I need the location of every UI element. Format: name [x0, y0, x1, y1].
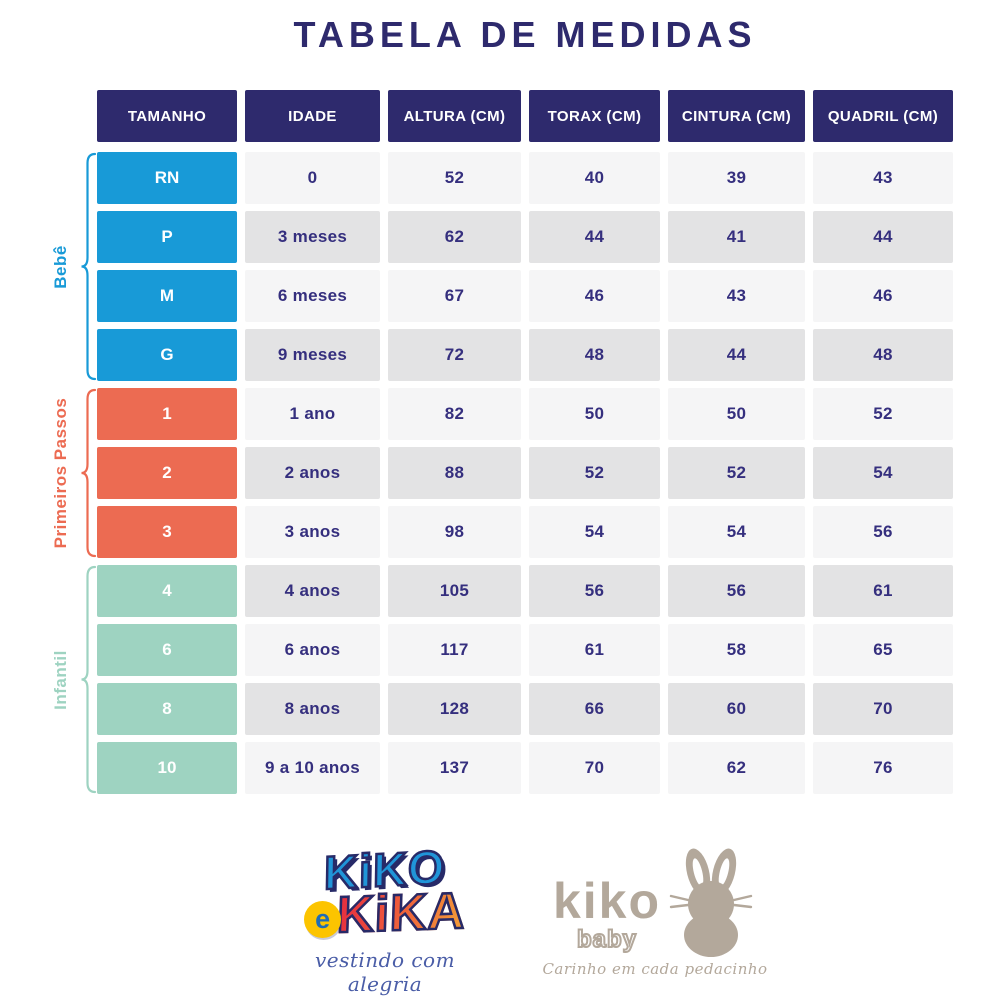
table-cell: 6 meses [245, 270, 380, 322]
table-cell: 52 [529, 447, 660, 499]
table-cell: 70 [813, 683, 953, 735]
bunny-icon [669, 848, 753, 957]
group-label: Primeiros Passos [51, 397, 70, 549]
header-cell-2: ALTURA (CM) [388, 90, 521, 142]
table-cell: 56 [668, 565, 805, 617]
table-cell: 52 [388, 152, 521, 204]
table-cell: 98 [388, 506, 521, 558]
kika-wordmark: KiKA [335, 880, 468, 944]
table-cell: 44 [668, 329, 805, 381]
kiko-e-kika-logo: KiKO e KiKA vestindo com alegria [275, 839, 495, 996]
table-cell: 2 anos [245, 447, 380, 499]
table-cell: 39 [668, 152, 805, 204]
kiko-baby-name: kiko [552, 873, 662, 929]
table-cell: 54 [668, 506, 805, 558]
table-cell: 50 [668, 388, 805, 440]
table-cell: 61 [813, 565, 953, 617]
group-2: Infantil [42, 565, 97, 794]
size-cell: G [97, 329, 237, 381]
size-cell: RN [97, 152, 237, 204]
group-brace-icon [81, 565, 97, 794]
table-cell: 0 [245, 152, 380, 204]
table-cell: 52 [668, 447, 805, 499]
kiko-baby-tagline: Carinho em cada pedacinho [542, 960, 768, 978]
kiko-e-kika-tagline: vestindo com alegria [314, 947, 456, 996]
table-cell: 58 [668, 624, 805, 676]
table-cell: 117 [388, 624, 521, 676]
table-body: RN 0 52 40 39 43 P 3 meses 62 44 41 44 M 6 meses 67 46 4… [97, 152, 953, 794]
table-cell: 52 [813, 388, 953, 440]
header-cell-3: TORAX (CM) [529, 90, 660, 142]
table-cell: 3 anos [245, 506, 380, 558]
table-cell: 8 anos [245, 683, 380, 735]
table-cell: 62 [388, 211, 521, 263]
size-cell: 3 [97, 506, 237, 558]
table-cell: 44 [529, 211, 660, 263]
table-cell: 43 [668, 270, 805, 322]
table-cell: 128 [388, 683, 521, 735]
size-cell: 4 [97, 565, 237, 617]
table-cell: 1 ano [245, 388, 380, 440]
table-cell: 54 [813, 447, 953, 499]
group-brace-icon [81, 152, 97, 381]
size-cell: P [97, 211, 237, 263]
size-cell: 2 [97, 447, 237, 499]
size-cell: M [97, 270, 237, 322]
table-cell: 88 [388, 447, 521, 499]
table-cell: 48 [813, 329, 953, 381]
table-cell: 60 [668, 683, 805, 735]
kika-wordmark-row: e KiKA [275, 880, 495, 944]
table-cell: 9 a 10 anos [245, 742, 380, 794]
table-cell: 66 [529, 683, 660, 735]
table-cell: 46 [529, 270, 660, 322]
table-cell: 137 [388, 742, 521, 794]
table-cell: 48 [529, 329, 660, 381]
table-cell: 62 [668, 742, 805, 794]
table-cell: 56 [529, 565, 660, 617]
table-header-row: TAMANHO IDADE ALTURA (CM) TORAX (CM) CINTURA… [97, 90, 953, 142]
group-0: Bebê [42, 152, 97, 381]
table-cell: 6 anos [245, 624, 380, 676]
table-cell: 43 [813, 152, 953, 204]
header-cell-1: IDADE [245, 90, 380, 142]
table-cell: 54 [529, 506, 660, 558]
kiko-baby-logo: kiko baby [540, 846, 770, 978]
kiko-baby-top: kiko baby [540, 846, 770, 958]
table-cell: 46 [813, 270, 953, 322]
table-cell: 44 [813, 211, 953, 263]
header-cell-5: QUADRIL (CM) [813, 90, 953, 142]
table-cell: 61 [529, 624, 660, 676]
table-cell: 72 [388, 329, 521, 381]
table-cell: 40 [529, 152, 660, 204]
e-badge-letter: e [315, 903, 331, 934]
page-title: TABELA DE MEDIDAS [293, 14, 757, 55]
group-label: Infantil [51, 649, 70, 710]
table-cell: 50 [529, 388, 660, 440]
table-cell: 76 [813, 742, 953, 794]
e-badge-icon: e [304, 900, 342, 938]
size-cell: 1 [97, 388, 237, 440]
kiko-baby-text: kiko baby [552, 873, 662, 954]
size-cell: 6 [97, 624, 237, 676]
table-cell: 65 [813, 624, 953, 676]
table-cell: 41 [668, 211, 805, 263]
size-cell: 8 [97, 683, 237, 735]
header-cell-4: CINTURA (CM) [668, 90, 805, 142]
table-cell: 4 anos [245, 565, 380, 617]
table-cell: 9 meses [245, 329, 380, 381]
size-cell: 10 [97, 742, 237, 794]
table-cell: 3 meses [245, 211, 380, 263]
table-cell: 70 [529, 742, 660, 794]
group-label: Bebê [51, 244, 70, 289]
table-cell: 82 [388, 388, 521, 440]
table-cell: 56 [813, 506, 953, 558]
kiko-baby-sub: baby [576, 925, 637, 954]
table-cell: 67 [388, 270, 521, 322]
footer: KiKO e KiKA vestindo com alegria kiko ba… [0, 839, 1000, 1000]
group-brace-icon [81, 388, 97, 558]
table-cell: 105 [388, 565, 521, 617]
header-cell-0: TAMANHO [97, 90, 237, 142]
group-1: Primeiros Passos [42, 388, 97, 558]
